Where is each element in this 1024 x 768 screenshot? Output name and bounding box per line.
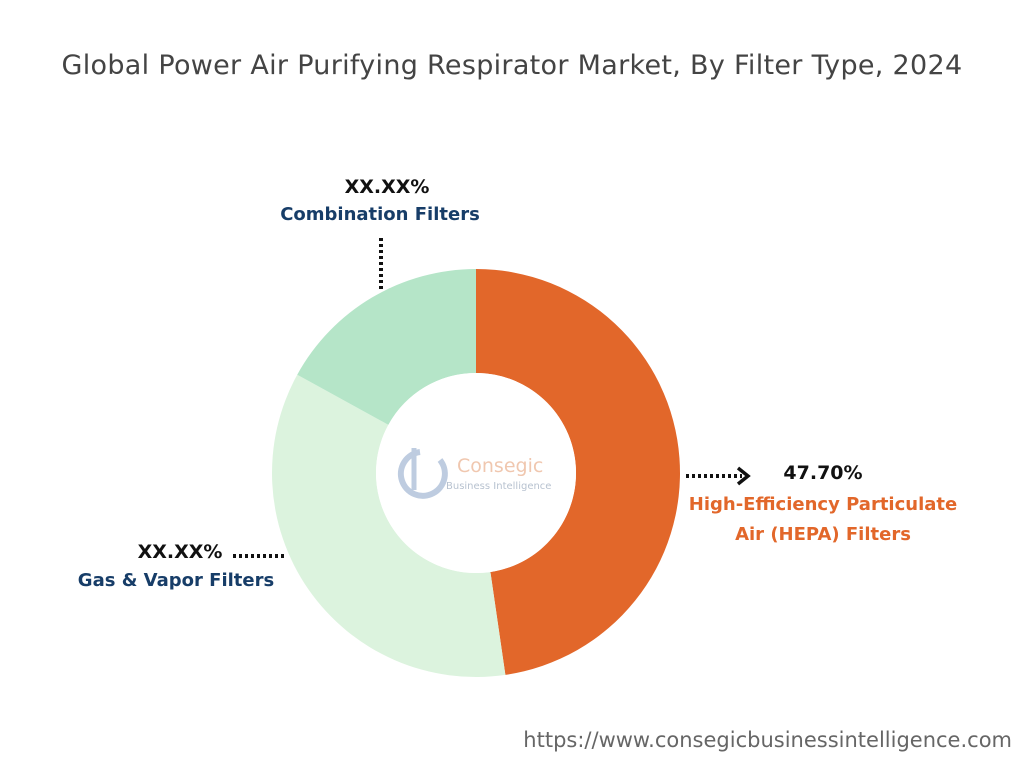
logo-arc xyxy=(397,449,448,499)
watermark-name: Consegic xyxy=(457,455,543,477)
category-label: Gas & Vapor Filters xyxy=(77,570,275,591)
slice xyxy=(476,269,681,675)
category-label: High-Efficiency Particulate Air (HEPA) F… xyxy=(688,494,958,545)
donut-hole xyxy=(376,373,576,573)
slice xyxy=(297,269,476,425)
source-url: https://www.consegicbusinessintelligence… xyxy=(523,728,1012,752)
watermark-sub: Business Intelligence xyxy=(446,481,551,492)
value-label: XX.XX% xyxy=(344,176,430,198)
value-label: XX.XX% xyxy=(137,541,223,563)
value-label: 47.70% xyxy=(783,462,863,484)
slice xyxy=(272,374,506,678)
chart-title: Global Power Air Purifying Respirator Ma… xyxy=(61,50,963,81)
leader-lines xyxy=(233,238,742,558)
watermark-logo: Consegic Business Intelligence xyxy=(397,448,551,499)
category-label: Combination Filters xyxy=(280,204,480,225)
arrow-head xyxy=(736,466,751,486)
